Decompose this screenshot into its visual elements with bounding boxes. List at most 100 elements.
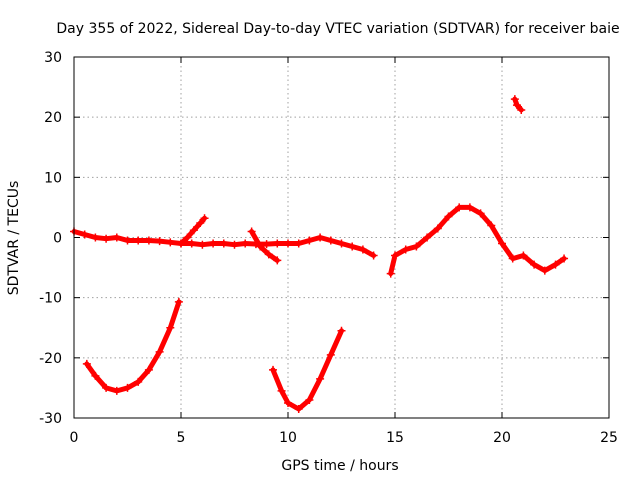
- data-point: [284, 398, 292, 407]
- data-point: [530, 260, 539, 269]
- data-point: [241, 239, 250, 248]
- data-point: [196, 219, 205, 228]
- data-point: [209, 239, 218, 248]
- data-point: [177, 239, 185, 248]
- data-point: [433, 224, 442, 233]
- data-point: [144, 236, 153, 245]
- data-point: [358, 245, 367, 254]
- data-point: [337, 239, 346, 248]
- data-point: [386, 269, 395, 278]
- series-line: [249, 229, 280, 263]
- y-tick-label: -30: [39, 411, 62, 427]
- data-point: [465, 203, 474, 212]
- data-point: [498, 239, 506, 248]
- data-point: [198, 240, 207, 249]
- y-tick-label: -10: [39, 291, 62, 307]
- data-point: [200, 214, 209, 223]
- data-point: [273, 256, 282, 265]
- data-point: [305, 395, 314, 404]
- data-point: [560, 254, 569, 263]
- y-tick-label: 10: [44, 170, 62, 186]
- data-point: [512, 101, 521, 110]
- data-point: [144, 365, 153, 374]
- data-point: [316, 233, 325, 242]
- data-point: [134, 236, 143, 245]
- data-point: [348, 242, 357, 251]
- series-arc-low-2: [269, 326, 346, 413]
- x-tick-label: 20: [493, 430, 511, 446]
- y-tick-label: 0: [53, 231, 62, 247]
- data-point: [262, 240, 271, 249]
- data-point: [166, 323, 175, 332]
- data-point: [166, 238, 175, 247]
- data-point: [183, 233, 192, 242]
- data-point: [510, 95, 519, 104]
- data-point: [155, 237, 164, 246]
- data-point: [247, 227, 256, 236]
- data-point: [476, 209, 485, 218]
- data-point: [219, 239, 228, 248]
- series-arc-rise-15h: [386, 203, 569, 278]
- series-line: [189, 235, 377, 258]
- series-arc-spike-21h: [510, 95, 526, 114]
- data-point: [284, 239, 292, 248]
- data-point: [91, 233, 100, 242]
- data-point: [412, 242, 421, 251]
- x-tick-label: 0: [70, 430, 79, 446]
- grid-lines: [74, 57, 609, 418]
- x-tick-label: 25: [600, 430, 618, 446]
- data-point: [277, 386, 286, 395]
- data-point: [305, 236, 314, 245]
- data-point: [337, 326, 346, 335]
- data-point: [326, 236, 335, 245]
- data-point: [82, 359, 91, 368]
- data-point: [102, 234, 111, 243]
- data-point: [187, 239, 196, 248]
- data-point: [123, 236, 132, 245]
- data-point: [540, 266, 549, 275]
- data-point: [174, 297, 183, 306]
- series-arc-near-zero-2: [187, 233, 378, 260]
- data-point: [264, 250, 273, 259]
- data-point: [326, 350, 335, 359]
- x-tick-label: 10: [279, 430, 297, 446]
- data-point: [316, 374, 325, 383]
- data-point: [112, 233, 121, 242]
- chart-title: Day 355 of 2022, Sidereal Day-to-day VTE…: [56, 21, 619, 37]
- data-series-group: [70, 95, 569, 413]
- x-tick-label: 15: [386, 430, 404, 446]
- series-arc-low-1: [82, 297, 183, 395]
- data-point: [155, 347, 164, 356]
- data-point: [294, 404, 303, 413]
- series-arc-dip-8h: [247, 227, 282, 265]
- series-line: [270, 328, 344, 412]
- y-tick-label: -20: [39, 351, 62, 367]
- data-point: [369, 251, 378, 260]
- data-point: [423, 233, 432, 242]
- x-tick-label: 5: [177, 430, 186, 446]
- x-tick-labels: 0 5 10 15 20 25: [70, 430, 618, 446]
- data-point: [551, 260, 560, 269]
- y-tick-label: 30: [44, 50, 62, 66]
- data-point: [519, 251, 528, 260]
- data-point: [123, 383, 132, 392]
- data-point: [80, 230, 89, 239]
- data-point: [134, 377, 143, 386]
- series-line: [84, 299, 182, 394]
- data-point: [112, 386, 121, 395]
- data-point: [517, 105, 526, 114]
- data-point: [401, 245, 410, 254]
- x-axis-label: GPS time / hours: [281, 458, 398, 474]
- series-arc-rise-6h: [177, 214, 209, 248]
- data-point: [269, 365, 278, 374]
- data-point: [256, 242, 265, 251]
- data-point: [455, 203, 464, 212]
- data-point: [230, 240, 239, 249]
- data-point: [189, 226, 198, 235]
- tick-marks: [73, 56, 610, 419]
- data-point: [91, 371, 100, 380]
- data-point: [391, 251, 399, 260]
- data-point: [102, 383, 111, 392]
- y-tick-label: 20: [44, 110, 62, 126]
- data-point: [294, 239, 303, 248]
